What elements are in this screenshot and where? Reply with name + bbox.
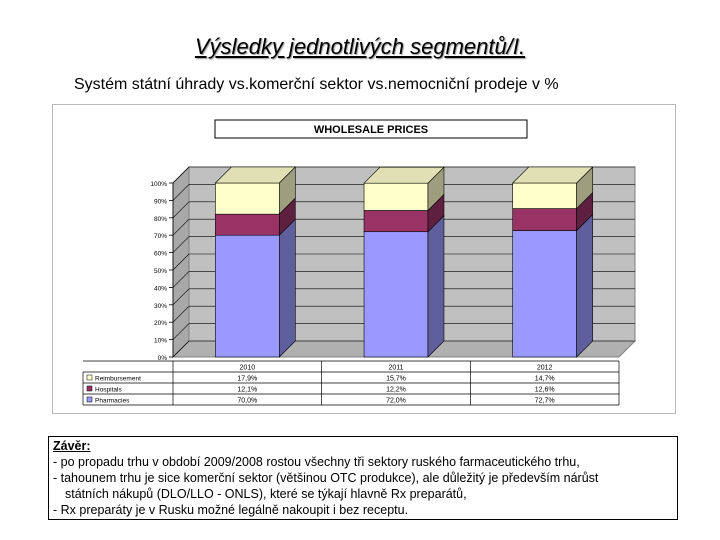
y-tick-label: 40% — [154, 285, 167, 292]
bar-side-pharmacies-2010 — [278, 218, 296, 358]
bar-hospitals-2011 — [363, 210, 429, 233]
bar-reimbursement-2011 — [363, 182, 429, 211]
gridline-side — [172, 305, 190, 323]
bar-reimbursement-2010 — [215, 182, 280, 215]
y-tick-label: 90% — [154, 198, 167, 205]
category-label: 2011 — [388, 365, 403, 372]
conclusion-line-3: státních nákupů (DLO/LLO - ONLS), které … — [65, 487, 467, 501]
y-tick-label: 70% — [154, 233, 167, 240]
y-tick-label: 100% — [150, 181, 167, 188]
bar-top-2010 — [214, 166, 297, 184]
data-label: 17,9% — [237, 376, 257, 383]
y-tick-label: 30% — [154, 303, 167, 310]
chart-svg: WHOLESALE PRICES 0% 10% 20% 30% 40% 50% 60% 70%… — [82, 119, 637, 406]
bar-side-pharmacies-2011 — [427, 214, 445, 358]
bar-side-pharmacies-2012 — [576, 213, 593, 358]
slide-title: Výsledky jednotlivých segmentů/I. — [194, 34, 526, 59]
chart-bars — [214, 166, 594, 358]
chart-title: WHOLESALE PRICES — [314, 124, 428, 136]
y-tick-label: 60% — [154, 251, 167, 258]
data-table: 2010 2011 2012 Reimbursement 17,9% 15,7% 14,7%… — [82, 360, 620, 406]
legend-key-hospitals — [86, 385, 93, 392]
data-label: 12,2% — [386, 387, 406, 394]
bar-hospitals-2010 — [215, 213, 280, 236]
data-label: 12,1% — [237, 387, 257, 394]
gridline-side — [172, 218, 190, 236]
data-label: 72,7% — [535, 398, 555, 405]
gridline-side — [172, 253, 190, 271]
conclusion-heading: Závěr: — [53, 439, 91, 453]
legend-label: Reimbursement — [95, 376, 141, 383]
chart-title-box — [214, 119, 528, 139]
bar-top-2012 — [511, 166, 594, 184]
bar-hospitals-2012 — [512, 208, 577, 231]
category-label: 2012 — [537, 365, 553, 372]
gridline-side — [172, 166, 190, 184]
gridline-side — [172, 201, 190, 219]
legend-key-pharmacies — [86, 396, 93, 403]
gridline-side — [172, 340, 190, 358]
legend-label: Hospitals — [95, 387, 122, 394]
bar-pharmacies-2011 — [363, 231, 429, 358]
data-label: 12,6% — [535, 387, 555, 394]
y-tick-label: 10% — [154, 338, 167, 345]
conclusion-line-4: - Rx preparáty je v Rusku možné legálně … — [53, 503, 409, 517]
y-tick-label: 50% — [154, 268, 167, 275]
gridline-side — [172, 271, 190, 288]
y-tick-label: 0% — [158, 355, 168, 362]
category-label: 2010 — [240, 365, 256, 372]
bar-pharmacies-2012 — [512, 230, 577, 358]
gridline-side — [172, 184, 190, 201]
bar-pharmacies-2010 — [215, 234, 280, 358]
data-label: 72,0% — [386, 398, 406, 405]
chart-frame: WHOLESALE PRICES 0% 10% 20% 30% 40% 50% 60% 70%… — [52, 104, 676, 414]
data-label: 70,0% — [237, 398, 257, 405]
conclusion-box: Závěr: - po propadu trhu v období 2009/2… — [48, 436, 678, 520]
bar-reimbursement-2012 — [512, 182, 577, 209]
gridline-side — [172, 288, 190, 306]
slide-subtitle: Systém státní úhrady vs.komerční sektor … — [74, 76, 559, 93]
legend-label: Pharmacies — [95, 398, 130, 405]
bar-top-2011 — [363, 166, 445, 184]
gridline-side — [172, 236, 190, 253]
y-tick-label: 20% — [154, 320, 167, 327]
conclusion-line-1: - po propadu trhu v období 2009/2008 ros… — [53, 455, 580, 469]
y-tick-label: 80% — [154, 216, 167, 223]
legend-key-reimbursement — [86, 374, 93, 381]
y-axis: 0% 10% 20% 30% 40% 50% 60% 70% 80% 90% 100% — [150, 181, 174, 362]
data-label: 15,7% — [386, 376, 406, 383]
gridline-side — [172, 323, 190, 340]
data-label: 14,7% — [535, 376, 555, 383]
conclusion-line-2: - tahounem trhu je sice komerční sektor … — [53, 471, 599, 485]
